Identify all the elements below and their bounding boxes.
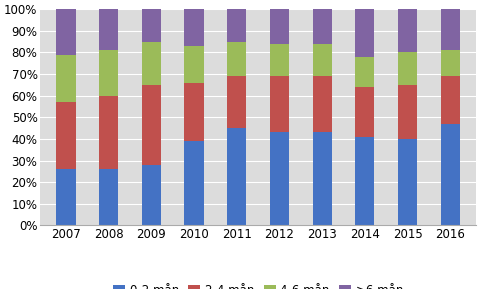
Bar bbox=[227, 76, 246, 128]
Bar bbox=[270, 44, 289, 76]
Bar bbox=[227, 42, 246, 76]
Bar bbox=[56, 169, 75, 225]
Bar bbox=[355, 9, 374, 57]
Bar bbox=[142, 9, 161, 42]
Bar bbox=[227, 128, 246, 225]
Bar bbox=[184, 46, 204, 83]
Bar bbox=[441, 9, 460, 50]
Bar bbox=[56, 102, 75, 169]
Bar bbox=[398, 85, 417, 139]
Bar bbox=[99, 9, 118, 50]
Bar bbox=[270, 9, 289, 44]
Bar bbox=[398, 9, 417, 52]
Bar bbox=[227, 9, 246, 42]
Bar bbox=[355, 57, 374, 87]
Bar bbox=[312, 76, 332, 132]
Bar bbox=[355, 137, 374, 225]
Bar bbox=[270, 132, 289, 225]
Bar bbox=[184, 141, 204, 225]
Bar bbox=[398, 52, 417, 85]
Bar bbox=[312, 9, 332, 44]
Bar bbox=[398, 139, 417, 225]
Bar bbox=[142, 42, 161, 85]
Bar bbox=[99, 50, 118, 96]
Bar bbox=[441, 124, 460, 225]
Bar bbox=[441, 50, 460, 76]
Bar bbox=[312, 132, 332, 225]
Bar bbox=[142, 165, 161, 225]
Bar bbox=[99, 96, 118, 169]
Bar bbox=[355, 87, 374, 137]
Bar bbox=[184, 83, 204, 141]
Bar bbox=[184, 9, 204, 46]
Bar bbox=[270, 76, 289, 132]
Legend: 0-2 mån, 2-4 mån, 4-6 mån, >6 mån: 0-2 mån, 2-4 mån, 4-6 mån, >6 mån bbox=[108, 279, 408, 289]
Bar bbox=[441, 76, 460, 124]
Bar bbox=[312, 44, 332, 76]
Bar bbox=[56, 55, 75, 102]
Bar bbox=[56, 9, 75, 55]
Bar bbox=[99, 169, 118, 225]
Bar bbox=[142, 85, 161, 165]
